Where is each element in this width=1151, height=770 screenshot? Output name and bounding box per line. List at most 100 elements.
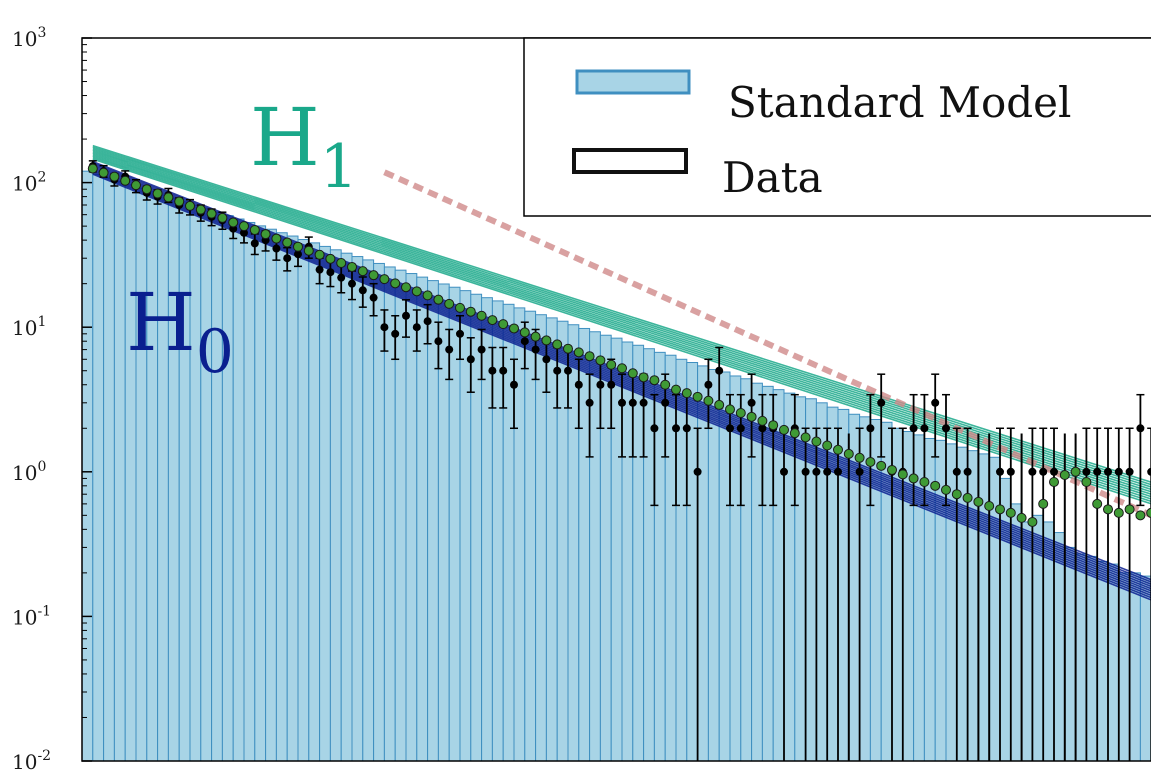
- fit-point: [757, 415, 768, 426]
- histogram-bar: [686, 362, 699, 762]
- fit-point: [941, 484, 951, 495]
- histogram-bar: [275, 232, 288, 762]
- histogram-bar: [113, 180, 126, 762]
- histogram-bar: [416, 276, 429, 762]
- fit-point: [357, 266, 368, 277]
- data-point: [650, 424, 659, 433]
- data-point: [726, 424, 734, 433]
- histogram-bar: [1096, 560, 1109, 762]
- fit-point: [152, 188, 163, 199]
- fit-point: [1016, 512, 1027, 523]
- data-point: [747, 398, 756, 407]
- legend-swatch-standard-model: [575, 69, 691, 95]
- fit-point: [984, 501, 995, 512]
- histogram-bar: [578, 327, 591, 762]
- histogram-bar: [221, 215, 234, 762]
- fit-point: [897, 469, 908, 480]
- histogram-bar: [405, 273, 418, 762]
- histogram-bar: [567, 324, 580, 762]
- histogram-bar: [373, 262, 385, 762]
- histogram-bar: [383, 266, 396, 762]
- fit-point: [1124, 504, 1135, 515]
- y-tick-label: 103: [12, 25, 46, 51]
- histogram-bar: [697, 365, 709, 762]
- data-point: [348, 279, 356, 288]
- histogram-bar: [92, 174, 105, 762]
- data-point: [780, 467, 788, 476]
- histogram-bar: [103, 177, 115, 762]
- h1-band-line: [92, 158, 1151, 505]
- h1-label: H1: [250, 91, 358, 202]
- data-point: [423, 317, 432, 326]
- fit-point: [854, 452, 865, 463]
- fit-point: [509, 323, 519, 334]
- histogram-bar: [675, 358, 688, 762]
- histogram-bar: [1021, 521, 1033, 762]
- data-point: [1082, 467, 1091, 476]
- fit-point: [962, 492, 973, 503]
- fit-point: [789, 428, 800, 439]
- fit-point: [1049, 477, 1059, 488]
- histogram-bar: [135, 187, 148, 762]
- data-point: [520, 337, 529, 346]
- y-axis-ticks: 10-2 10-1 100 101 102 103: [12, 25, 92, 770]
- fit-point: [271, 233, 282, 244]
- data-point: [931, 398, 940, 407]
- data-point: [1114, 467, 1123, 476]
- fit-point: [768, 420, 779, 431]
- data-point: [834, 467, 842, 476]
- fit-point: [195, 204, 206, 215]
- data-point: [1028, 467, 1037, 476]
- histogram-bar: [124, 184, 137, 762]
- data-point: [456, 329, 464, 338]
- fit-point: [930, 480, 941, 491]
- histogram-bar: [556, 320, 569, 762]
- histogram-bar: [243, 221, 256, 762]
- fit-point: [314, 249, 325, 260]
- data-point: [715, 366, 724, 375]
- data-point: [1006, 467, 1015, 476]
- h0-label: H0: [126, 276, 234, 387]
- data-point: [1147, 467, 1151, 476]
- fit-point: [1005, 507, 1016, 518]
- fit-point: [800, 432, 811, 443]
- data-point: [672, 424, 680, 433]
- histogram-bar: [329, 249, 342, 762]
- fit-point: [217, 212, 228, 223]
- data-point: [639, 398, 648, 407]
- fit-point: [692, 391, 703, 402]
- histogram-bar: [448, 286, 461, 762]
- fit-line: [383, 169, 1151, 519]
- fit-point: [584, 351, 595, 362]
- fit-point: [260, 229, 271, 240]
- data-point: [628, 398, 637, 407]
- histogram-bar: [232, 218, 245, 762]
- histogram-bar: [286, 235, 299, 762]
- data-point: [596, 380, 605, 389]
- histogram-bar: [437, 283, 450, 762]
- data-point: [564, 366, 572, 375]
- fit-point: [1135, 510, 1146, 521]
- data-point: [326, 268, 335, 277]
- data-point: [1039, 467, 1048, 476]
- data-point: [909, 424, 918, 433]
- data-point: [1050, 467, 1058, 476]
- fit-point: [552, 339, 563, 350]
- histogram-bar: [319, 245, 331, 762]
- fit-point: [1092, 498, 1103, 509]
- histogram-bar: [297, 239, 310, 762]
- fit-point: [131, 180, 141, 191]
- data-point: [952, 467, 961, 476]
- fit-point: [1038, 498, 1049, 509]
- fit-point: [995, 504, 1005, 515]
- data-point: [294, 250, 302, 259]
- fit-point: [973, 496, 984, 507]
- fit-point: [563, 343, 573, 354]
- data-point: [337, 273, 346, 282]
- fit-point: [617, 363, 627, 374]
- data-point: [942, 424, 950, 433]
- fit-point: [347, 261, 357, 272]
- fit-point: [487, 315, 498, 326]
- fit-point: [1070, 466, 1081, 477]
- data-point: [661, 398, 670, 407]
